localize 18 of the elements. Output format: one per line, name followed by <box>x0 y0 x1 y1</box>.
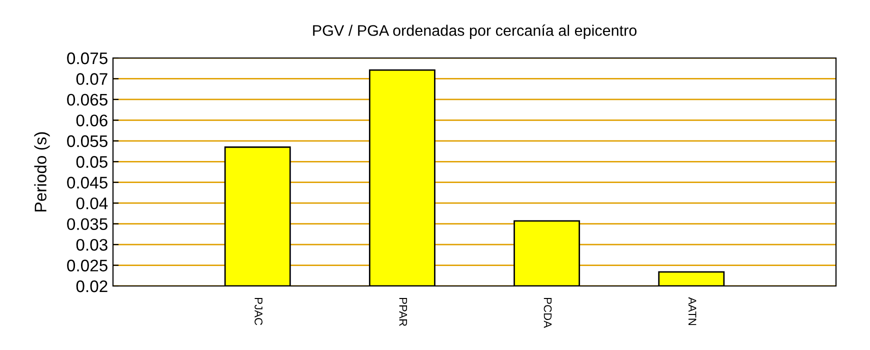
y-tick-label: 0.065 <box>67 94 108 106</box>
chart-title: PGV / PGA ordenadas por cercanía al epicentro <box>313 24 637 39</box>
y-tick-label: 0.075 <box>67 52 108 64</box>
x-tick-label: PJAC <box>254 298 262 326</box>
x-tick-label: PPAR <box>399 298 407 326</box>
x-tick-label: AATN <box>688 297 696 326</box>
y-axis-title: Periodo (s) <box>34 132 50 212</box>
y-tick-label: 0.04 <box>76 197 108 210</box>
y-tick-label: 0.03 <box>76 238 108 251</box>
y-tick-label: 0.02 <box>76 280 108 292</box>
y-tick-label: 0.055 <box>67 135 108 148</box>
x-tick-label: PCDA <box>544 298 552 328</box>
y-tick-label: 0.025 <box>67 260 108 272</box>
y-tick-label: 0.06 <box>76 114 108 126</box>
y-tick-label: 0.07 <box>76 73 108 85</box>
y-tick-label: 0.035 <box>67 218 108 230</box>
y-tick-label: 0.045 <box>67 176 108 189</box>
y-tick-label: 0.05 <box>76 156 108 168</box>
